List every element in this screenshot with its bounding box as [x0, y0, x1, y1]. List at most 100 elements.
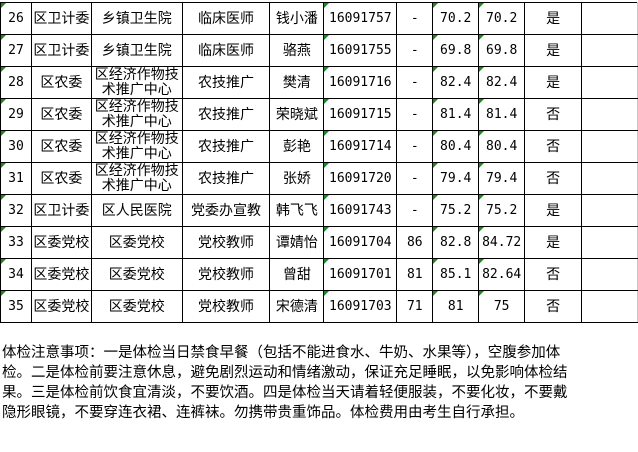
position-cell[interactable]: 农技推广 [181, 130, 271, 163]
interview-score-cell[interactable]: 81.4 [432, 98, 480, 131]
department-cell[interactable]: 区委党校 [30, 290, 92, 323]
exam-id-cell[interactable]: 16091757 [323, 2, 398, 35]
physical-exam-cell[interactable]: 否 [524, 162, 583, 195]
position-cell[interactable]: 党委办宣教 [181, 194, 271, 227]
unit-cell[interactable]: 乡镇卫生院 [90, 34, 183, 67]
unit-cell[interactable]: 区经济作物技术推广中心 [90, 66, 183, 99]
row-number[interactable]: 28 [0, 66, 32, 99]
name-cell[interactable]: 韩飞飞 [269, 194, 325, 227]
empty-cell[interactable] [581, 2, 638, 35]
interview-score-cell[interactable]: 79.4 [432, 162, 480, 195]
physical-exam-cell[interactable]: 否 [524, 130, 583, 163]
written-score-cell[interactable]: - [396, 162, 434, 195]
exam-id-cell[interactable]: 16091701 [323, 258, 398, 291]
name-cell[interactable]: 荣晓斌 [269, 98, 325, 131]
exam-id-cell[interactable]: 16091743 [323, 194, 398, 227]
unit-cell[interactable]: 区委党校 [90, 290, 183, 323]
row-number[interactable]: 32 [0, 194, 32, 227]
interview-score-cell[interactable]: 82.4 [432, 66, 480, 99]
interview-score-cell[interactable]: 85.1 [432, 258, 480, 291]
total-score-cell[interactable]: 81.4 [478, 98, 526, 131]
written-score-cell[interactable]: - [396, 130, 434, 163]
written-score-cell[interactable]: - [396, 66, 434, 99]
unit-cell[interactable]: 乡镇卫生院 [90, 2, 183, 35]
name-cell[interactable]: 张娇 [269, 162, 325, 195]
name-cell[interactable]: 谭婧怡 [269, 226, 325, 259]
exam-id-cell[interactable]: 16091715 [323, 98, 398, 131]
empty-cell[interactable] [581, 194, 638, 227]
written-score-cell[interactable]: - [396, 194, 434, 227]
exam-id-cell[interactable]: 16091755 [323, 34, 398, 67]
total-score-cell[interactable]: 75 [478, 290, 526, 323]
name-cell[interactable]: 彭艳 [269, 130, 325, 163]
interview-score-cell[interactable]: 82.8 [432, 226, 480, 259]
department-cell[interactable]: 区农委 [30, 66, 92, 99]
exam-id-cell[interactable]: 16091720 [323, 162, 398, 195]
position-cell[interactable]: 农技推广 [181, 66, 271, 99]
position-cell[interactable]: 党校教师 [181, 290, 271, 323]
exam-id-cell[interactable]: 16091714 [323, 130, 398, 163]
total-score-cell[interactable]: 75.2 [478, 194, 526, 227]
total-score-cell[interactable]: 70.2 [478, 2, 526, 35]
unit-cell[interactable]: 区经济作物技术推广中心 [90, 130, 183, 163]
written-score-cell[interactable]: - [396, 2, 434, 35]
physical-exam-cell[interactable]: 否 [524, 258, 583, 291]
written-score-cell[interactable]: 86 [396, 226, 434, 259]
physical-exam-cell[interactable]: 是 [524, 66, 583, 99]
total-score-cell[interactable]: 80.4 [478, 130, 526, 163]
interview-score-cell[interactable]: 75.2 [432, 194, 480, 227]
department-cell[interactable]: 区农委 [30, 98, 92, 131]
exam-id-cell[interactable]: 16091704 [323, 226, 398, 259]
total-score-cell[interactable]: 82.64 [478, 258, 526, 291]
position-cell[interactable]: 党校教师 [181, 226, 271, 259]
empty-cell[interactable] [581, 226, 638, 259]
unit-cell[interactable]: 区经济作物技术推广中心 [90, 98, 183, 131]
total-score-cell[interactable]: 79.4 [478, 162, 526, 195]
physical-exam-cell[interactable]: 是 [524, 194, 583, 227]
row-number[interactable]: 34 [0, 258, 32, 291]
unit-cell[interactable]: 区委党校 [90, 258, 183, 291]
position-cell[interactable]: 党校教师 [181, 258, 271, 291]
interview-score-cell[interactable]: 80.4 [432, 130, 480, 163]
physical-exam-cell[interactable]: 否 [524, 290, 583, 323]
empty-cell[interactable] [581, 34, 638, 67]
department-cell[interactable]: 区农委 [30, 130, 92, 163]
empty-cell[interactable] [581, 290, 638, 323]
written-score-cell[interactable]: 71 [396, 290, 434, 323]
position-cell[interactable]: 农技推广 [181, 162, 271, 195]
physical-exam-cell[interactable]: 是 [524, 2, 583, 35]
name-cell[interactable]: 曾甜 [269, 258, 325, 291]
empty-cell[interactable] [581, 66, 638, 99]
row-number[interactable]: 29 [0, 98, 32, 131]
row-number[interactable]: 27 [0, 34, 32, 67]
position-cell[interactable]: 临床医师 [181, 34, 271, 67]
row-number[interactable]: 30 [0, 130, 32, 163]
row-number[interactable]: 26 [0, 2, 32, 35]
exam-id-cell[interactable]: 16091703 [323, 290, 398, 323]
department-cell[interactable]: 区委党校 [30, 226, 92, 259]
name-cell[interactable]: 钱小潘 [269, 2, 325, 35]
interview-score-cell[interactable]: 81 [432, 290, 480, 323]
unit-cell[interactable]: 区人民医院 [90, 194, 183, 227]
physical-exam-cell[interactable]: 否 [524, 98, 583, 131]
written-score-cell[interactable]: - [396, 34, 434, 67]
empty-cell[interactable] [581, 130, 638, 163]
exam-id-cell[interactable]: 16091716 [323, 66, 398, 99]
department-cell[interactable]: 区卫计委 [30, 194, 92, 227]
empty-cell[interactable] [581, 98, 638, 131]
empty-cell[interactable] [581, 258, 638, 291]
total-score-cell[interactable]: 69.8 [478, 34, 526, 67]
name-cell[interactable]: 宋德清 [269, 290, 325, 323]
name-cell[interactable]: 骆燕 [269, 34, 325, 67]
department-cell[interactable]: 区卫计委 [30, 2, 92, 35]
row-number[interactable]: 31 [0, 162, 32, 195]
name-cell[interactable]: 樊清 [269, 66, 325, 99]
row-number[interactable]: 35 [0, 290, 32, 323]
unit-cell[interactable]: 区委党校 [90, 226, 183, 259]
unit-cell[interactable]: 区经济作物技术推广中心 [90, 162, 183, 195]
total-score-cell[interactable]: 82.4 [478, 66, 526, 99]
position-cell[interactable]: 临床医师 [181, 2, 271, 35]
interview-score-cell[interactable]: 69.8 [432, 34, 480, 67]
department-cell[interactable]: 区农委 [30, 162, 92, 195]
physical-exam-cell[interactable]: 是 [524, 34, 583, 67]
